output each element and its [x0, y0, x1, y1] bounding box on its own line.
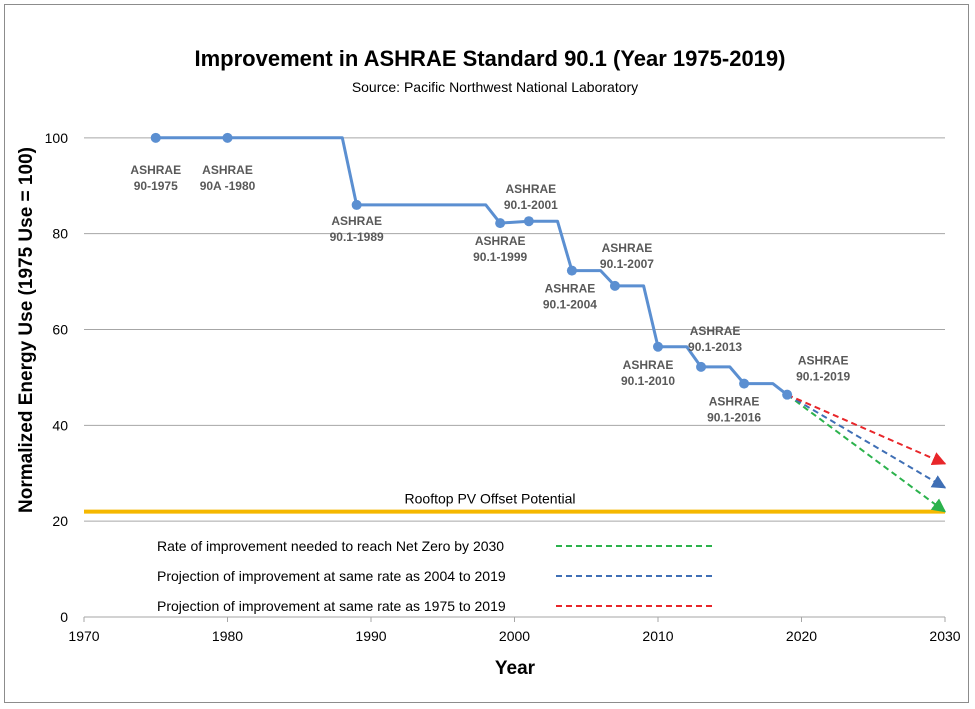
marker-label: ASHRAE 90.1-2019 [796, 354, 850, 384]
marker-label-line: 90.1-2007 [600, 257, 654, 271]
legend: Rate of improvement needed to reach Net … [157, 538, 712, 614]
marker-label-line: ASHRAE [475, 234, 526, 248]
marker-label: ASHRAE 90.1-1999 [473, 234, 527, 264]
projection-line [786, 393, 947, 466]
marker-label-line: 90A -1980 [200, 179, 256, 193]
legend-entry-label: Projection of improvement at same rate a… [157, 598, 506, 614]
marker-label-line: 90.1-2016 [707, 411, 761, 425]
marker-label-line: ASHRAE [202, 163, 253, 177]
y-axis-label: Normalized Energy Use (1975 Use = 100) [16, 147, 37, 513]
marker-label: ASHRAE 90.1-2004 [543, 282, 597, 312]
marker-label-line: 90.1-2019 [796, 370, 850, 384]
reference-line-label: Rooftop PV Offset Potential [405, 491, 576, 507]
projection-lines [786, 393, 947, 513]
marker-label: ASHRAE 90.1-2013 [688, 324, 742, 354]
marker-label: ASHRAE 90.1-1989 [330, 214, 384, 244]
marker-label-line: ASHRAE [798, 354, 849, 368]
marker-label-line: ASHRAE [331, 214, 382, 228]
x-tick-label: 2020 [786, 628, 817, 644]
chart-subtitle: Source: Pacific Northwest National Labor… [352, 79, 638, 95]
data-point [653, 341, 663, 352]
chart-title: Improvement in ASHRAE Standard 90.1 (Yea… [195, 46, 786, 71]
marker-label-line: 90-1975 [134, 179, 178, 193]
data-point [495, 218, 506, 229]
marker-annotations: ASHRAE 90-1975 ASHRAE 90A -1980 ASHRAE 90.1-1… [130, 163, 850, 425]
marker-label-line: 90.1-2001 [504, 198, 558, 212]
y-tick-label: 40 [52, 417, 68, 433]
marker-label: ASHRAE 90.1-2001 [504, 182, 558, 212]
x-axis-label: Year [495, 658, 536, 679]
x-tick-label: 2000 [499, 628, 530, 644]
y-tick-label: 0 [60, 609, 68, 625]
x-tick-label: 1990 [355, 628, 386, 644]
x-tick-label: 1980 [212, 628, 243, 644]
marker-label-line: ASHRAE [545, 282, 596, 296]
x-tick-labels: 1970 1980 1990 2000 2010 2020 2030 [68, 628, 960, 644]
y-tick-label: 60 [52, 322, 68, 338]
data-point [523, 216, 534, 227]
data-point [222, 132, 233, 143]
marker-label: ASHRAE 90.1-2007 [600, 241, 654, 271]
marker-label-line: 90.1-1999 [473, 250, 527, 264]
data-point [782, 389, 793, 400]
marker-label-line: ASHRAE [130, 163, 181, 177]
y-tick-labels: 0 20 40 60 80 100 [45, 130, 69, 625]
y-tick-label: 20 [52, 513, 68, 529]
data-point [696, 361, 707, 372]
chart-frame [4, 4, 969, 703]
y-tick-label: 100 [45, 130, 69, 146]
series-group [150, 132, 793, 400]
marker-label: ASHRAE 90-1975 [130, 163, 181, 193]
projection-line [786, 393, 947, 489]
series-line [155, 136, 789, 396]
marker-label-line: ASHRAE [690, 324, 741, 338]
legend-entry-label: Rate of improvement needed to reach Net … [157, 538, 504, 554]
marker-label-line: 90.1-1989 [330, 230, 384, 244]
x-tick-label: 1970 [68, 628, 99, 644]
projection-line [786, 393, 947, 513]
marker-label-line: ASHRAE [506, 182, 557, 196]
marker-label-line: ASHRAE [623, 358, 674, 372]
data-point [739, 378, 750, 389]
data-point [351, 199, 362, 210]
y-tick-label: 80 [52, 226, 68, 242]
marker-label-line: 90.1-2010 [621, 374, 675, 388]
marker-label: ASHRAE 90A -1980 [200, 163, 256, 193]
data-point [150, 132, 161, 143]
marker-label-line: 90.1-2004 [543, 298, 597, 312]
marker-label-line: ASHRAE [602, 241, 653, 255]
reference-line-group: Rooftop PV Offset Potential [84, 491, 945, 514]
marker-label: ASHRAE 90.1-2010 [621, 358, 675, 388]
data-point [566, 265, 577, 276]
marker-label-line: 90.1-2013 [688, 340, 742, 354]
x-tick-label: 2010 [642, 628, 673, 644]
marker-label: ASHRAE 90.1-2016 [707, 395, 761, 425]
x-tick-label: 2030 [929, 628, 960, 644]
marker-label-line: ASHRAE [709, 395, 760, 409]
data-point [609, 280, 620, 291]
legend-entry-label: Projection of improvement at same rate a… [157, 568, 506, 584]
